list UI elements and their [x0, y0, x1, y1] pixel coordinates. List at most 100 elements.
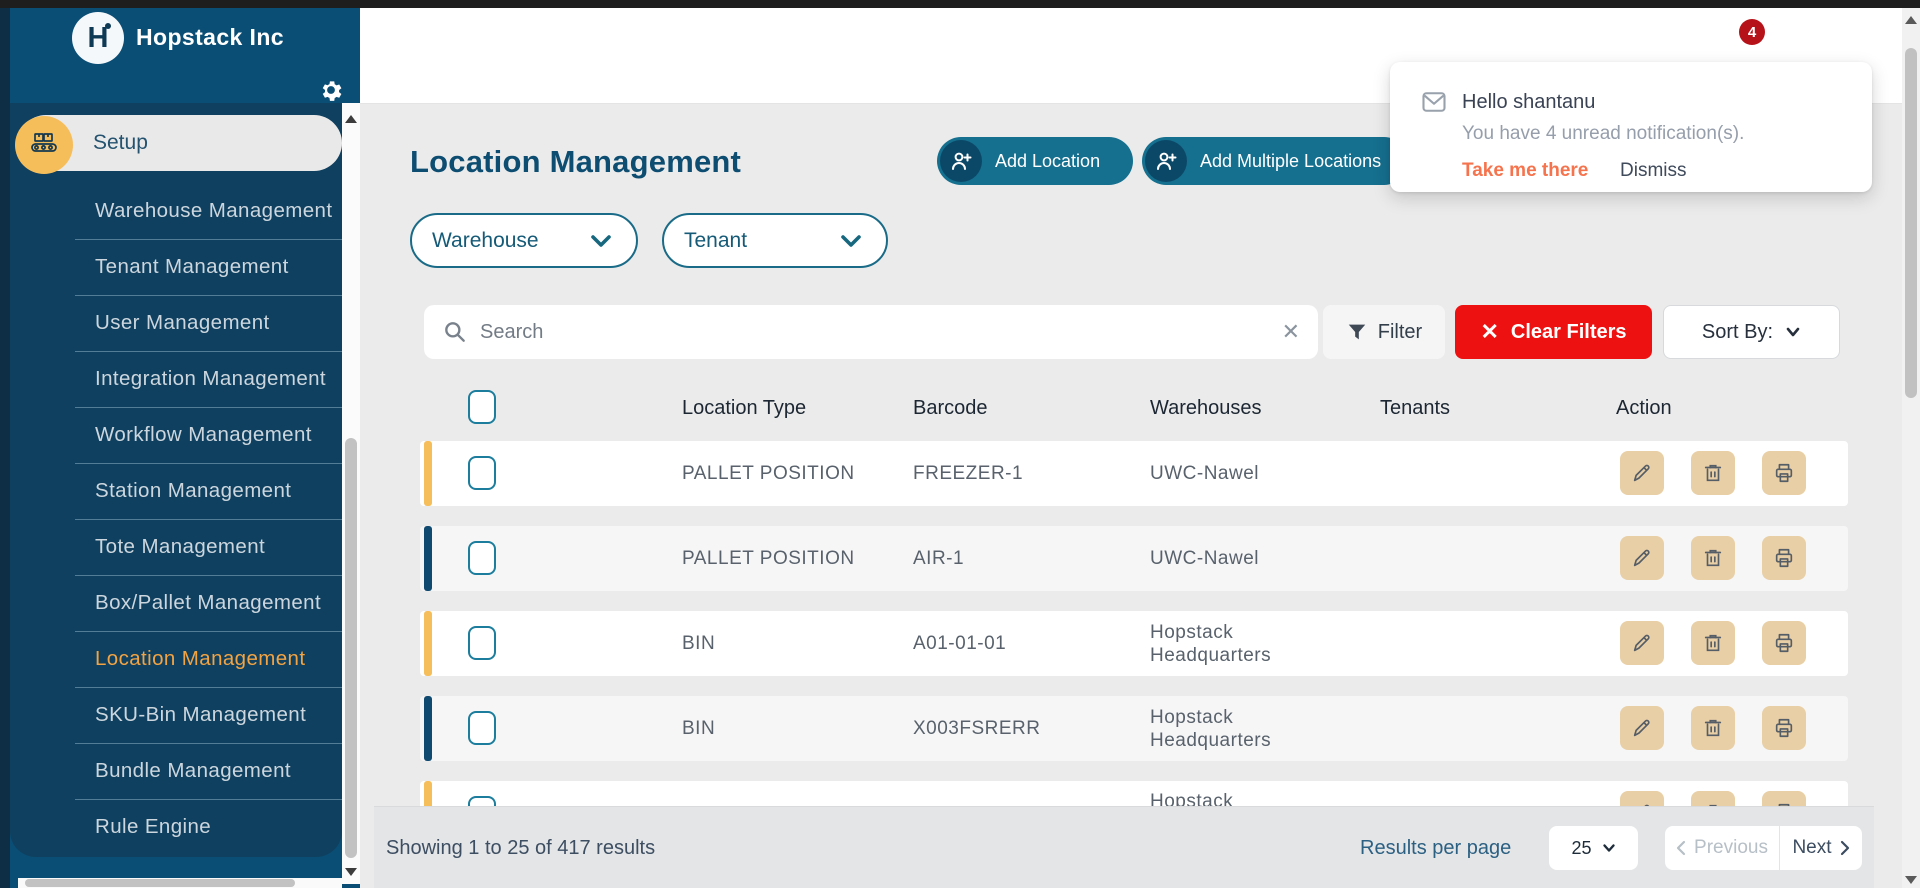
- edit-button[interactable]: [1620, 621, 1664, 665]
- add-multiple-locations-button[interactable]: Add Multiple Locations: [1142, 137, 1408, 185]
- cell-location-type: PALLET POSITION: [682, 547, 855, 569]
- row-checkbox[interactable]: [468, 626, 496, 660]
- logo-dot: [105, 23, 111, 29]
- x-icon: ✕: [1480, 319, 1499, 344]
- column-header-tenants: Tenants: [1380, 397, 1451, 419]
- delete-button[interactable]: [1691, 451, 1735, 495]
- delete-button[interactable]: [1691, 706, 1735, 750]
- print-button[interactable]: [1762, 451, 1806, 495]
- filter-label: Filter: [1377, 320, 1423, 343]
- notification-message: You have 4 unread notification(s).: [1462, 123, 1745, 144]
- previous-button[interactable]: Previous: [1665, 826, 1780, 870]
- edit-button[interactable]: [1620, 451, 1664, 495]
- sort-by-dropdown[interactable]: Sort By:: [1663, 305, 1840, 359]
- row-checkbox[interactable]: [468, 541, 496, 575]
- print-button[interactable]: [1762, 706, 1806, 750]
- table-row: PALLET POSITION AIR-1 UWC-Nawel: [420, 526, 1848, 591]
- sidebar: H Hopstack Inc Setup Warehouse Managemen…: [0, 8, 360, 888]
- next-button[interactable]: Next: [1780, 826, 1862, 870]
- cell-warehouses: Hopstack Headquarters: [1150, 706, 1272, 751]
- filter-button[interactable]: Filter: [1323, 305, 1445, 359]
- column-header-warehouses: Warehouses: [1150, 397, 1262, 419]
- delete-button[interactable]: [1691, 536, 1735, 580]
- results-summary: Showing 1 to 25 of 417 results: [386, 837, 656, 859]
- tenant-dropdown-label: Tenant: [684, 229, 748, 252]
- sidebar-item-box-pallet-management[interactable]: Box/Pallet Management: [10, 575, 342, 631]
- print-button[interactable]: [1762, 536, 1806, 580]
- cell-barcode: FREEZER-1: [913, 462, 1024, 484]
- clear-search-icon[interactable]: ✕: [1281, 319, 1300, 344]
- sidebar-scroll-up-icon[interactable]: [345, 115, 357, 123]
- sidebar-item-warehouse-management[interactable]: Warehouse Management: [95, 199, 333, 222]
- sidebar-item-bundle-management[interactable]: Bundle Management: [10, 743, 342, 799]
- dismiss-button[interactable]: Dismiss: [1620, 160, 1687, 181]
- sidebar-hscrollbar-thumb[interactable]: [25, 879, 295, 887]
- warehouse-dropdown[interactable]: Warehouse: [410, 213, 638, 268]
- row-accent-bar: [424, 441, 432, 506]
- sidebar-scrollbar-thumb[interactable]: [345, 438, 357, 858]
- previous-label: Previous: [1694, 837, 1768, 858]
- cell-location-type: BIN: [682, 717, 716, 739]
- sidebar-scrollbar-horizontal[interactable]: [18, 878, 342, 888]
- sidebar-scrollbar-vertical[interactable]: [342, 103, 360, 884]
- sidebar-item-tenant-management[interactable]: Tenant Management: [10, 239, 342, 295]
- sidebar-item-location-management[interactable]: Location Management: [10, 631, 342, 687]
- table-row: BIN A01-01-01 Hopstack Headquarters: [420, 611, 1848, 676]
- edit-button[interactable]: [1620, 706, 1664, 750]
- sidebar-item-integration-management[interactable]: Integration Management: [10, 351, 342, 407]
- take-me-there-link[interactable]: Take me there: [1462, 160, 1589, 181]
- cell-barcode: AIR-1: [913, 547, 965, 569]
- cell-warehouses: Hopstack Headquarters: [1150, 621, 1272, 666]
- sidebar-item-tote-management[interactable]: Tote Management: [10, 519, 342, 575]
- page-scrollbar[interactable]: [1902, 8, 1920, 888]
- page-scrollbar-thumb[interactable]: [1905, 48, 1917, 398]
- sidebar-item-rule-engine[interactable]: Rule Engine: [10, 799, 342, 855]
- sidebar-item-user-management[interactable]: User Management: [10, 295, 342, 351]
- print-button[interactable]: [1762, 621, 1806, 665]
- sidebar-item-workflow-management[interactable]: Workflow Management: [10, 407, 342, 463]
- funnel-icon: [1346, 321, 1368, 343]
- next-label: Next: [1792, 837, 1832, 858]
- search-input[interactable]: [480, 305, 1220, 359]
- scroll-down-arrow-icon[interactable]: [1905, 876, 1917, 884]
- tenant-dropdown[interactable]: Tenant: [662, 213, 888, 268]
- sidebar-item-station-management[interactable]: Station Management: [10, 463, 342, 519]
- add-multiple-locations-label: Add Multiple Locations: [1200, 151, 1382, 171]
- row-accent-bar: [424, 526, 432, 591]
- sidebar-menu: Warehouse Management Tenant Management U…: [10, 183, 342, 855]
- scroll-up-arrow-icon[interactable]: [1905, 16, 1917, 24]
- clear-filters-label: Clear Filters: [1510, 320, 1627, 343]
- add-location-label: Add Location: [995, 151, 1101, 171]
- select-all-checkbox[interactable]: [468, 390, 496, 424]
- pagination-nav: Previous Next: [1665, 826, 1862, 870]
- sidebar-item-sku-bin-management[interactable]: SKU-Bin Management: [10, 687, 342, 743]
- setup-label: Setup: [93, 131, 148, 154]
- chevron-down-icon: [1785, 326, 1801, 338]
- search-icon: [442, 319, 468, 345]
- row-checkbox[interactable]: [468, 456, 496, 490]
- results-per-page-label: Results per page: [1360, 837, 1512, 859]
- cell-warehouses: UWC-Nawel: [1150, 548, 1259, 569]
- notification-count-badge: 4: [1739, 19, 1765, 45]
- sidebar-menu-panel: Setup Warehouse Management Tenant Manage…: [10, 103, 342, 857]
- delete-button[interactable]: [1691, 621, 1735, 665]
- page-title: Location Management: [410, 144, 742, 179]
- gear-icon[interactable]: [318, 77, 344, 103]
- logo-letter: H: [87, 21, 109, 54]
- add-location-button[interactable]: Add Location: [937, 137, 1133, 185]
- brand-name: Hopstack Inc: [136, 24, 284, 50]
- clear-filters-button[interactable]: ✕ Clear Filters: [1455, 305, 1652, 359]
- person-plus-icon: [1145, 140, 1187, 182]
- sidebar-scroll-down-icon[interactable]: [345, 868, 357, 876]
- column-header-location-type: Location Type: [682, 397, 807, 419]
- row-checkbox[interactable]: [468, 711, 496, 745]
- page-size-select[interactable]: 25: [1549, 826, 1638, 870]
- sidebar-edge-strip: [0, 8, 10, 888]
- chevron-down-icon: [838, 232, 864, 250]
- table-row: BIN X003FSRERR Hopstack Headquarters: [420, 696, 1848, 761]
- row-accent-bar: [424, 611, 432, 676]
- edit-button[interactable]: [1620, 536, 1664, 580]
- page-size-value: 25: [1571, 837, 1592, 858]
- cell-location-type: PALLET POSITION: [682, 462, 855, 484]
- table-header: Location Type Barcode Warehouses Tenants…: [420, 386, 1848, 430]
